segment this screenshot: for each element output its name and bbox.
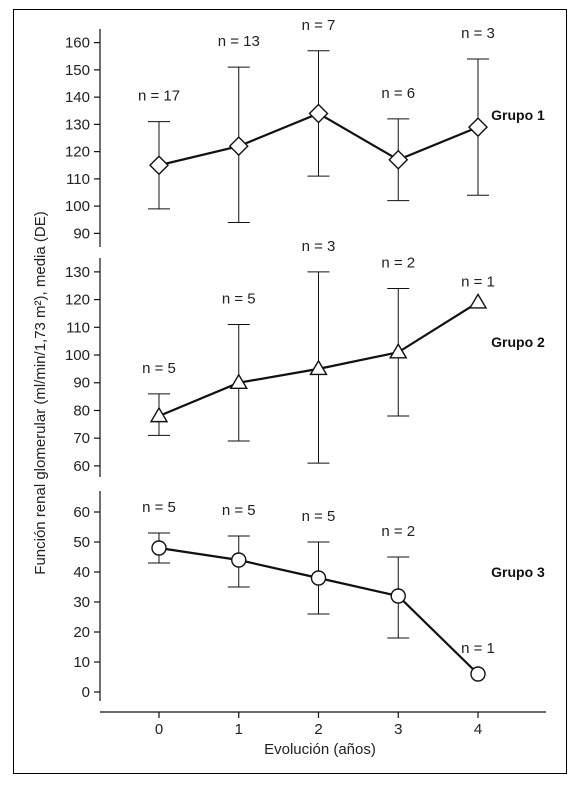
n-label: n = 5 [142, 360, 176, 377]
n-label: n = 17 [138, 88, 180, 105]
series-grupo-1: n = 17 n = 13 n = 7 n = 6 n = 3 [138, 17, 495, 223]
y-tick-label: 110 [66, 319, 90, 336]
chart-frame [13, 9, 567, 774]
n-label: n = 3 [302, 238, 336, 255]
triangle-marker [309, 359, 328, 376]
y-tick-label: 130 [65, 264, 90, 281]
x-tick-label: 2 [314, 721, 322, 738]
y-tick-label: 120 [65, 292, 90, 309]
diamond-marker [149, 155, 169, 176]
y-tick-label: 70 [73, 430, 90, 447]
diamond-marker [228, 136, 249, 157]
circle-marker [390, 588, 406, 604]
circle-marker [231, 552, 247, 568]
y-tick-label: 10 [73, 654, 90, 671]
y-tick-label: 90 [73, 375, 90, 392]
panel-grupo-2: 60 70 80 90 100 110 120 130 n = 5 n = 5 n = 3 n = 2… [65, 238, 545, 477]
triangle-marker [149, 406, 169, 423]
y-tick-label: 20 [73, 624, 90, 641]
x-tick-label: 3 [394, 721, 402, 738]
y-tick-label: 80 [73, 402, 90, 419]
n-label: n = 2 [381, 523, 415, 540]
panel-grupo-3: 0 10 20 30 40 50 60 n = 5 n = 5 n = 5 n = 2 n = 1 Gr… [73, 491, 545, 701]
triangle-marker [468, 292, 488, 309]
group-label: Grupo 2 [491, 334, 545, 350]
y-tick-label: 150 [65, 62, 90, 79]
n-label: n = 5 [142, 499, 176, 516]
circle-marker [151, 540, 167, 556]
y-tick-label: 90 [73, 225, 90, 242]
triangle-marker [229, 373, 248, 390]
triangle-marker [389, 342, 408, 359]
x-tick-label: 4 [474, 721, 482, 738]
y-tick-label: 140 [65, 89, 90, 106]
series-grupo-3: n = 5 n = 5 n = 5 n = 2 n = 1 [142, 499, 495, 682]
y-tick-label: 110 [66, 171, 90, 188]
n-label: n = 13 [218, 33, 260, 50]
group-label: Grupo 1 [491, 107, 545, 123]
n-label: n = 7 [302, 17, 336, 34]
diamond-marker [308, 103, 329, 124]
diamond-marker [468, 117, 488, 138]
n-label: n = 6 [381, 85, 415, 102]
circle-marker [310, 570, 327, 586]
x-tick-label: 0 [155, 721, 163, 738]
y-tick-label: 0 [82, 684, 90, 701]
series-grupo-2: n = 5 n = 5 n = 3 n = 2 n = 1 [142, 238, 495, 464]
y-tick-label: 30 [73, 594, 90, 611]
n-label: n = 2 [381, 254, 415, 271]
group-label: Grupo 3 [491, 564, 545, 580]
y-tick-label: 160 [65, 35, 90, 52]
n-label: n = 5 [302, 508, 336, 525]
x-tick-label: 1 [235, 721, 243, 738]
diamond-marker [388, 149, 409, 170]
n-label: n = 5 [222, 502, 256, 519]
y-tick-label: 100 [65, 198, 90, 215]
panel-grupo-1: 90 100 110 120 130 140 150 160 n = 17 n = 13 n = 7… [65, 17, 545, 247]
y-tick-label: 120 [65, 144, 90, 161]
x-axis-title: Evolución (años) [264, 741, 376, 758]
y-tick-label: 40 [73, 564, 90, 581]
y-tick-label: 100 [65, 347, 90, 364]
n-label: n = 1 [461, 273, 495, 290]
n-label: n = 1 [461, 640, 495, 657]
circle-marker [470, 666, 486, 682]
y-tick-label: 60 [73, 458, 90, 475]
y-tick-label: 50 [73, 534, 90, 551]
n-label: n = 3 [461, 25, 495, 42]
x-axis: 0 1 2 3 4 [100, 711, 546, 738]
y-tick-label: 60 [73, 504, 90, 521]
n-label: n = 5 [222, 291, 256, 308]
y-axis-title: Función renal glomerular (ml/min/1,73 m²… [32, 211, 49, 574]
y-tick-label: 130 [65, 116, 90, 133]
